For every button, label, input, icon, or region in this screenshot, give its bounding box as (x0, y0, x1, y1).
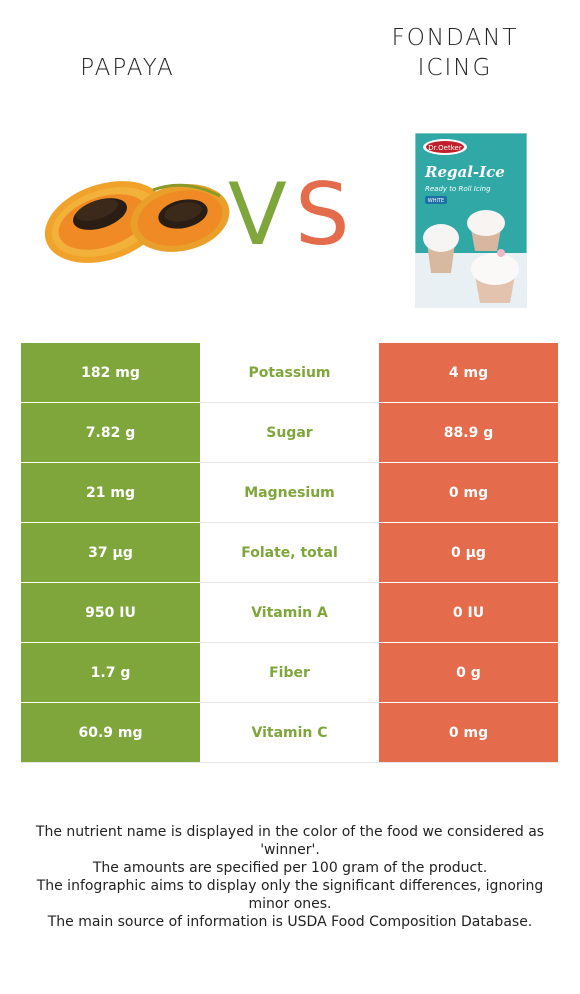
footnote-per-100g: The amounts are specified per 100 gram o… (92, 860, 488, 876)
icing-variant-text: WHITE (428, 198, 444, 204)
table-row: 7.82 g Sugar 88.9 g (21, 402, 558, 463)
food-right-title: FONDANT ICING (345, 23, 565, 83)
nutrient-name: Fiber (200, 642, 379, 703)
papaya-image (44, 160, 235, 270)
table-row: 182 mg Potassium 4 mg (21, 343, 558, 403)
footnote-winner-color: The nutrient name is displayed in the co… (35, 824, 545, 858)
nutrient-name: Potassium (200, 343, 379, 403)
food-left-title: PAPAYA (80, 55, 175, 81)
nutrient-comparison-table: 182 mg Potassium 4 mg 7.82 g Sugar 88.9 g 21 m… (21, 343, 558, 763)
vs-letter-v: V (228, 165, 287, 265)
fondant-icing-value: 0 IU (379, 582, 558, 643)
table-row: 21 mg Magnesium 0 mg (21, 462, 558, 523)
fondant-icing-value: 0 mg (379, 702, 558, 763)
fondant-icing-image: Dr.Oetker Regal-Ice Ready to Roll Icing … (414, 132, 528, 309)
nutrient-name: Vitamin C (200, 702, 379, 763)
nutrient-name: Sugar (200, 402, 379, 463)
fondant-icing-value: 0 g (379, 642, 558, 703)
papaya-value: 60.9 mg (21, 702, 200, 763)
papaya-value: 7.82 g (21, 402, 200, 463)
nutrient-name: Magnesium (200, 462, 379, 523)
footnote-significant-differences: The infographic aims to display only the… (36, 878, 544, 912)
food-right-title-line2: ICING (417, 55, 493, 81)
icing-product-text: Regal-Ice (424, 163, 505, 181)
table-row: 1.7 g Fiber 0 g (21, 642, 558, 703)
vs-letter-s: S (295, 165, 350, 265)
nutrient-name: Vitamin A (200, 582, 379, 643)
icing-tagline-text: Ready to Roll Icing (425, 185, 491, 193)
fondant-icing-value: 0 mg (379, 462, 558, 523)
papaya-value: 1.7 g (21, 642, 200, 703)
fondant-icing-value: 0 µg (379, 522, 558, 583)
footnote-source: The main source of information is USDA F… (47, 914, 533, 930)
table-row: 37 µg Folate, total 0 µg (21, 522, 558, 583)
food-right-title-line1: FONDANT (391, 25, 519, 51)
footnotes: The nutrient name is displayed in the co… (20, 823, 560, 931)
icing-brand-text: Dr.Oetker (428, 144, 462, 152)
papaya-value: 182 mg (21, 343, 200, 403)
fondant-icing-value: 88.9 g (379, 402, 558, 463)
nutrient-name: Folate, total (200, 522, 379, 583)
papaya-value: 37 µg (21, 522, 200, 583)
papaya-value: 950 IU (21, 582, 200, 643)
papaya-value: 21 mg (21, 462, 200, 523)
fondant-icing-value: 4 mg (379, 343, 558, 403)
